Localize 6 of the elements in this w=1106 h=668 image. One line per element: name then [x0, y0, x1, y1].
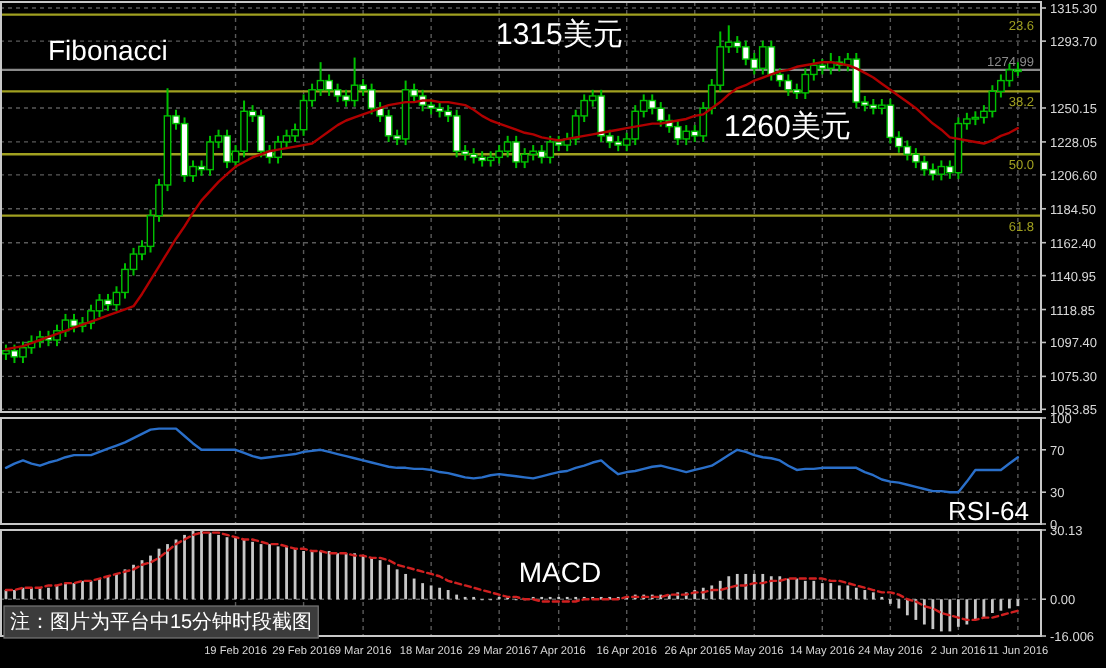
annotation: 注：图片为平台中15分钟时段截图: [10, 610, 313, 634]
annotation: 1315美元: [496, 18, 623, 52]
annotation: 1260美元: [724, 110, 851, 144]
annotation: Fibonacci: [48, 34, 168, 66]
annotation: RSI-64: [948, 496, 1029, 526]
annotation: MACD: [518, 556, 602, 588]
